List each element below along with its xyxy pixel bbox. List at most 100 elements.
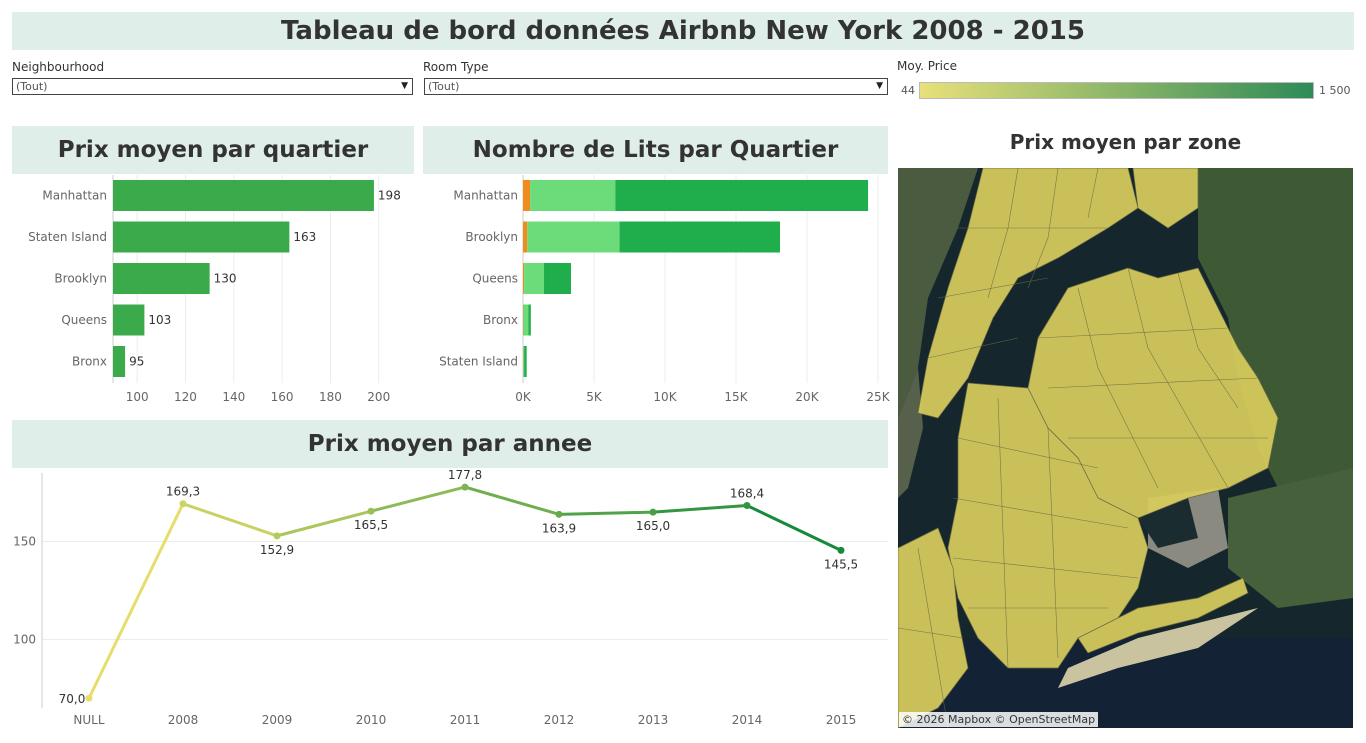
x-tick-label: 180 — [319, 390, 342, 404]
data-label: 130 — [214, 272, 237, 286]
data-label: 177,8 — [448, 468, 482, 482]
stacked-bar-segment[interactable] — [523, 304, 529, 336]
bar[interactable] — [113, 221, 290, 253]
y-tick-label: 100 — [13, 632, 36, 646]
x-tick-label: 15K — [724, 390, 748, 404]
line-segment — [463, 485, 561, 516]
data-label: 70,0 — [59, 692, 86, 706]
beds-by-borough-chart: 0K 5K 10K 15K 20K 25K Manhattan Brooklyn Queens B… — [439, 175, 890, 404]
x-tick-label: 25K — [866, 390, 890, 404]
x-tick-label: NULL — [73, 713, 104, 727]
price-by-year-title: Prix moyen par annee — [12, 420, 888, 468]
price-by-borough-title: Prix moyen par quartier — [12, 126, 414, 174]
category-label: Bronx — [72, 355, 107, 369]
bar[interactable] — [113, 180, 374, 211]
map-credit: © 2026 Mapbox © OpenStreetMap — [899, 712, 1099, 727]
line-segment — [181, 502, 279, 538]
data-label: 163 — [293, 230, 316, 244]
category-label: Brooklyn — [465, 230, 518, 244]
x-tick-label: 10K — [653, 390, 677, 404]
line-point[interactable] — [367, 507, 375, 515]
neighbourhood-filter-label: Neighbourhood — [12, 60, 105, 74]
line-point[interactable] — [179, 500, 187, 508]
x-tick-label: 2013 — [638, 713, 669, 727]
y-tick-label: 150 — [13, 535, 36, 549]
price-by-zone-map[interactable] — [898, 168, 1353, 728]
neighbourhood-dropdown-value: (Tout) — [16, 80, 48, 93]
data-label: 169,3 — [166, 485, 200, 499]
line-segment — [87, 502, 185, 700]
category-label: Queens — [472, 272, 518, 286]
stacked-bar-segment[interactable] — [619, 221, 781, 253]
data-label: 152,9 — [260, 543, 294, 557]
line-segment — [369, 485, 467, 513]
stacked-bar-segment[interactable] — [528, 304, 531, 336]
x-tick-label: 140 — [222, 390, 245, 404]
line-point[interactable] — [85, 694, 93, 702]
room-type-dropdown-value: (Tout) — [428, 80, 460, 93]
x-tick-label: 20K — [795, 390, 819, 404]
x-tick-label: 2012 — [544, 713, 575, 727]
line-point[interactable] — [461, 483, 469, 491]
category-label: Staten Island — [28, 230, 107, 244]
x-tick-label: 200 — [367, 390, 390, 404]
data-label: 95 — [129, 355, 144, 369]
data-label: 163,9 — [542, 521, 576, 535]
color-legend-min: 44 — [901, 84, 915, 97]
stacked-bar-segment[interactable] — [523, 180, 531, 211]
color-legend-max: 1 500 — [1319, 84, 1351, 97]
stacked-bar-segment[interactable] — [615, 180, 869, 211]
stacked-bar-segment[interactable] — [524, 263, 545, 294]
price-by-borough-chart: 100 120 140 160 180 200 Manhattan 198 Staten Isl… — [28, 175, 401, 404]
line-point[interactable] — [555, 510, 563, 518]
room-type-filter-label: Room Type — [423, 60, 489, 74]
x-tick-label: 160 — [271, 390, 294, 404]
stacked-bar-segment[interactable] — [523, 221, 528, 253]
x-tick-label: 5K — [586, 390, 603, 404]
line-segment — [651, 504, 749, 514]
category-label: Manhattan — [453, 189, 518, 203]
x-tick-label: 2008 — [168, 713, 199, 727]
x-tick-label: 2009 — [262, 713, 293, 727]
bar[interactable] — [113, 263, 210, 294]
stacked-bar-segment[interactable] — [530, 180, 616, 211]
bar[interactable] — [113, 346, 126, 377]
price-by-year-chart: 100 150 70,0 NULL 169,3 2008 152,9 2009 165,5 201… — [13, 468, 888, 727]
data-label: 168,4 — [730, 487, 764, 501]
stacked-bar-segment[interactable] — [527, 221, 620, 253]
map-svg[interactable] — [898, 168, 1353, 728]
x-tick-label: 2015 — [826, 713, 857, 727]
stacked-bar-segment[interactable] — [524, 346, 527, 377]
chevron-down-icon[interactable]: ▼ — [401, 81, 408, 91]
data-label: 165,5 — [354, 518, 388, 532]
line-point[interactable] — [273, 532, 281, 540]
color-legend-gradient — [919, 82, 1314, 99]
stacked-bar-segment[interactable] — [544, 263, 571, 294]
line-segment — [557, 510, 655, 516]
stacked-bar-segment[interactable] — [523, 346, 525, 377]
stacked-bar-segment[interactable] — [523, 263, 525, 294]
dashboard-title: Tableau de bord données Airbnb New York … — [12, 12, 1354, 50]
data-label: 198 — [378, 189, 401, 203]
x-tick-label: 0K — [515, 390, 532, 404]
data-label: 145,5 — [824, 557, 858, 571]
line-point[interactable] — [743, 502, 751, 510]
map-title: Prix moyen par zone — [1009, 130, 1242, 154]
beds-by-borough-title: Nombre de Lits par Quartier — [423, 126, 888, 174]
category-label: Manhattan — [42, 189, 107, 203]
bar[interactable] — [113, 304, 145, 336]
x-tick-label: 2011 — [450, 713, 481, 727]
x-tick-label: 120 — [174, 390, 197, 404]
line-point[interactable] — [837, 546, 845, 554]
chevron-down-icon[interactable]: ▼ — [876, 81, 883, 91]
line-segment — [275, 509, 373, 538]
room-type-dropdown[interactable]: (Tout) ▼ — [424, 78, 888, 95]
line-point[interactable] — [649, 508, 657, 516]
x-tick-label: 100 — [126, 390, 149, 404]
category-label: Bronx — [483, 313, 518, 327]
neighbourhood-dropdown[interactable]: (Tout) ▼ — [12, 78, 413, 95]
category-label: Brooklyn — [54, 272, 107, 286]
x-tick-label: 2010 — [356, 713, 387, 727]
data-label: 165,0 — [636, 519, 670, 533]
category-label: Staten Island — [439, 355, 518, 369]
